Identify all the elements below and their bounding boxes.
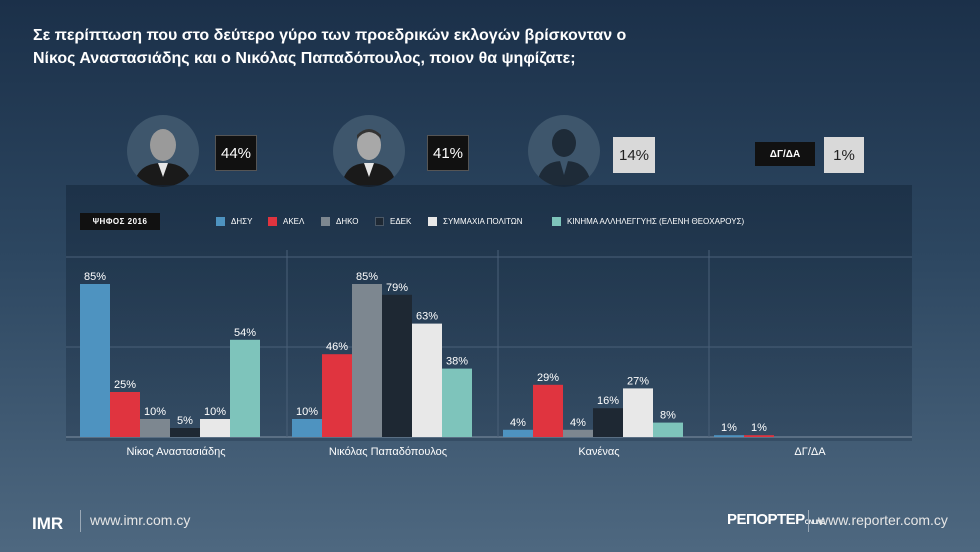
person-photo-icon	[341, 129, 397, 187]
bar	[533, 384, 563, 437]
bar-value-label: 27%	[627, 375, 649, 387]
person-silhouette-icon	[536, 129, 592, 187]
bar-value-label: 63%	[416, 311, 438, 323]
legend-label: ΔΗΣΥ	[231, 216, 253, 226]
bar	[382, 294, 412, 437]
footer-divider	[80, 510, 81, 532]
imr-logo-text: IMR	[32, 514, 63, 532]
legend-item-disy: ΔΗΣΥ	[216, 214, 252, 228]
reporter-logo: ΡΕΠΟΡΤΕΡONLINE	[727, 511, 825, 528]
reporter-logo-text: ΡΕΠΟΡΤΕΡ	[727, 511, 805, 528]
bar	[140, 419, 170, 437]
legend-label: ΚΙΝΗΜΑ ΑΛΛΗΛΕΓΓΥΗΣ (ΕΛΕΝΗ ΘΕΟΧΑΡΟΥΣ)	[567, 216, 745, 226]
bar	[442, 368, 472, 437]
bar-value-label: 79%	[386, 282, 408, 294]
legend-swatch	[321, 216, 330, 226]
bar	[714, 435, 744, 437]
year-tag: ΨΗΦΟΣ 2016	[80, 213, 160, 230]
bar-value-label: 38%	[446, 356, 468, 368]
bar-value-label: 4%	[510, 417, 526, 429]
legend-label: ΔΗΚΟ	[336, 216, 359, 226]
bar-value-label: 25%	[114, 379, 136, 391]
legend-item-symmachia: ΣΥΜΜΑΧΙΑ ΠΟΛΙΤΩΝ	[428, 214, 523, 228]
bar-value-label: 29%	[537, 372, 559, 384]
anastasiades-avatar	[127, 115, 199, 187]
bar	[110, 392, 140, 437]
category-label: Κανένας	[578, 446, 619, 458]
dgda-percentage: 1%	[824, 137, 864, 173]
legend-label: ΣΥΜΜΑΧΙΑ ΠΟΛΙΤΩΝ	[443, 216, 523, 226]
bar-value-label: 8%	[660, 410, 676, 422]
bar	[744, 435, 774, 437]
legend-item-akel: ΑΚΕΛ	[268, 214, 304, 228]
bar-value-label: 46%	[326, 341, 348, 353]
imr-logo: IMR	[32, 514, 63, 532]
legend-swatch	[428, 216, 437, 226]
footer-divider	[808, 510, 809, 532]
person-photo-icon	[133, 129, 193, 187]
reporter-logo-suffix: ONLINE	[804, 520, 825, 526]
legend-item-diko: ΔΗΚΟ	[321, 214, 358, 228]
category-label: Νικόλας Παπαδόπουλος	[329, 446, 447, 458]
bar-value-label: 85%	[84, 271, 106, 283]
bar	[352, 284, 382, 437]
bar	[412, 323, 442, 437]
none-percentage: 14%	[613, 137, 655, 173]
chart-panel	[66, 185, 912, 441]
dgda-tag: ΔΓ/ΔΑ	[755, 142, 815, 166]
legend-swatch	[375, 216, 384, 226]
bar	[200, 419, 230, 437]
bar-value-label: 4%	[570, 417, 586, 429]
bar	[503, 429, 533, 437]
bar-value-label: 10%	[204, 406, 226, 418]
bar	[593, 408, 623, 437]
category-label: ΔΓ/ΔΑ	[794, 446, 826, 458]
reporter-url[interactable]: www.reporter.com.cy	[818, 512, 948, 528]
bar-value-label: 1%	[721, 422, 737, 434]
title-line-1: Σε περίπτωση που στο δεύτερο γύρο των πρ…	[33, 27, 627, 44]
legend-label: ΑΚΕΛ	[283, 216, 305, 226]
legend-item-edek: ΕΔΕΚ	[375, 214, 411, 228]
category-label: Νίκος Αναστασιάδης	[126, 446, 225, 458]
papadopoulos-percentage: 41%	[427, 135, 469, 171]
bar-value-label: 54%	[234, 327, 256, 339]
papadopoulos-avatar	[333, 115, 405, 187]
anastasiades-percentage: 44%	[215, 135, 257, 171]
bar	[80, 284, 110, 437]
bar	[623, 388, 653, 437]
imr-url[interactable]: www.imr.com.cy	[90, 512, 191, 528]
bar-value-label: 85%	[356, 271, 378, 283]
bar-value-label: 10%	[296, 406, 318, 418]
bar	[292, 419, 322, 437]
legend-swatch	[552, 216, 561, 226]
bar	[230, 339, 260, 437]
bar-value-label: 5%	[177, 415, 193, 427]
bar	[653, 422, 683, 437]
none-avatar	[528, 115, 600, 187]
legend-label: ΕΔΕΚ	[390, 216, 412, 226]
bar-value-label: 10%	[144, 406, 166, 418]
bar	[563, 429, 593, 437]
bar-value-label: 1%	[751, 422, 767, 434]
bar	[170, 428, 200, 437]
legend-swatch	[268, 216, 277, 226]
title-line-2: Νίκος Αναστασιάδης και ο Νικόλας Παπαδόπ…	[33, 50, 576, 67]
bar-value-label: 16%	[597, 395, 619, 407]
legend-item-kinima: ΚΙΝΗΜΑ ΑΛΛΗΛΕΓΓΥΗΣ (ΕΛΕΝΗ ΘΕΟΧΑΡΟΥΣ)	[552, 214, 744, 228]
chart-title: Σε περίπτωση που στο δεύτερο γύρο των πρ…	[33, 24, 693, 70]
legend-swatch	[216, 216, 225, 226]
bar	[322, 354, 352, 437]
